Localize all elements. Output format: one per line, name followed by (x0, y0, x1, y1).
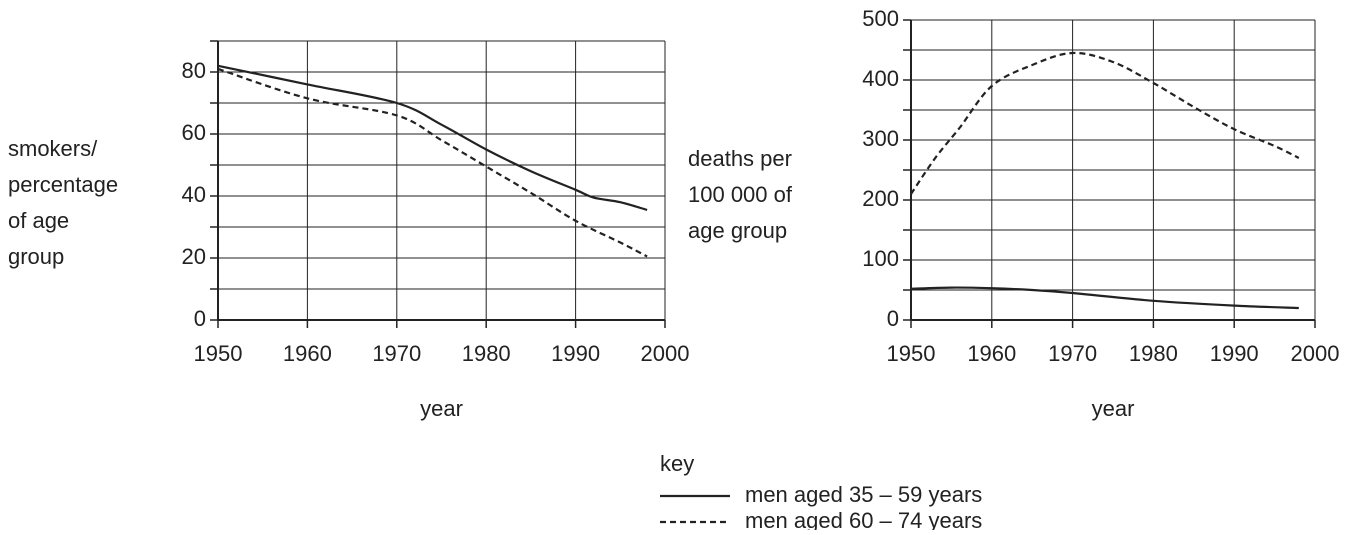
x-axis-label: year (420, 396, 463, 421)
x-tick-label: 1950 (194, 341, 243, 366)
y-axis-label: age group (688, 218, 787, 243)
y-tick-label: 100 (862, 246, 899, 271)
y-tick-label: 20 (182, 244, 206, 269)
x-tick-label: 1970 (1048, 341, 1097, 366)
x-tick-label: 1990 (551, 341, 600, 366)
y-axis-label: 100 000 of (688, 182, 793, 207)
y-tick-label: 500 (862, 6, 899, 31)
y-tick-label: 300 (862, 126, 899, 151)
data-line (910, 286, 1299, 310)
y-tick-label: 0 (887, 306, 899, 331)
y-tick-label: 200 (862, 186, 899, 211)
y-axis-label: percentage (8, 172, 118, 197)
data-line (910, 51, 1300, 195)
data-line (217, 67, 648, 258)
x-tick-label: 1980 (462, 341, 511, 366)
y-tick-label: 0 (194, 306, 206, 331)
y-axis-label: of age (8, 208, 69, 233)
x-tick-label: 2000 (641, 341, 690, 366)
x-tick-label: 1960 (283, 341, 332, 366)
y-tick-label: 60 (182, 120, 206, 145)
x-tick-label: 1950 (887, 341, 936, 366)
y-axis-label: group (8, 244, 64, 269)
x-tick-label: 1970 (372, 341, 421, 366)
x-axis-label: year (1092, 396, 1135, 421)
legend-label: men aged 35 – 59 years (745, 482, 982, 507)
y-axis-label: smokers/ (8, 136, 98, 161)
data-line (217, 64, 648, 212)
x-tick-label: 1980 (1129, 341, 1178, 366)
legend-title: key (660, 451, 694, 476)
legend-label: men aged 60 – 74 years (745, 508, 982, 530)
x-tick-label: 1960 (967, 341, 1016, 366)
y-axis-label: deaths per (688, 146, 792, 171)
x-tick-label: 1990 (1210, 341, 1259, 366)
y-tick-label: 40 (182, 182, 206, 207)
y-tick-label: 400 (862, 66, 899, 91)
x-tick-label: 2000 (1291, 341, 1340, 366)
y-tick-label: 80 (182, 58, 206, 83)
